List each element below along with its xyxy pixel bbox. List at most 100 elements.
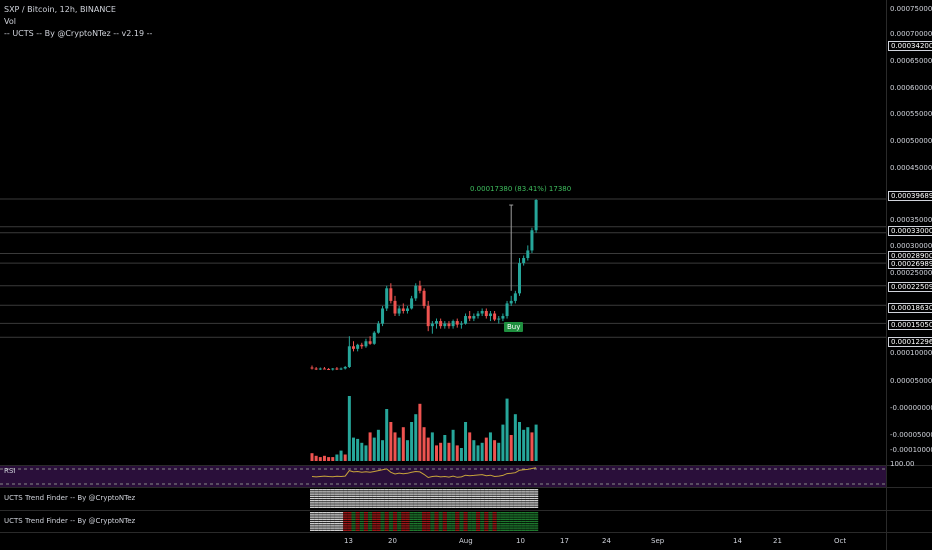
volume-bar: [381, 440, 385, 461]
trend-cell: [442, 514, 447, 516]
trend-cell: [376, 491, 381, 493]
ucts-indicator-label[interactable]: -- UCTS -- By @CryptoNTez -- v2.19 --: [4, 29, 153, 38]
trend-cell: [318, 514, 323, 516]
trend-cell: [471, 525, 476, 527]
trend-cell: [347, 518, 352, 520]
trend-cell: [372, 512, 377, 514]
trend-cell: [380, 523, 385, 525]
trend-cell: [380, 495, 385, 497]
trend-cell: [521, 506, 526, 508]
trend-cell: [384, 495, 389, 497]
trend-cell: [534, 529, 539, 531]
trend-cell: [529, 493, 535, 495]
price-level-badge: 0.00015050: [888, 320, 932, 330]
pane-separator[interactable]: [0, 532, 932, 533]
trend-cell: [451, 520, 456, 523]
trend-finder-label-2[interactable]: UCTS Trend Finder -- By @CryptoNTez: [4, 517, 136, 525]
trend-cell: [521, 504, 526, 506]
trend-cell: [451, 504, 456, 506]
trend-cell: [372, 529, 377, 531]
volume-bar: [372, 437, 376, 461]
trend-cell: [368, 502, 373, 504]
candle-body: [430, 323, 434, 327]
trend-cell: [521, 489, 526, 491]
trend-cell: [525, 489, 530, 491]
trend-cell: [363, 502, 369, 504]
trend-cell: [359, 514, 364, 516]
trend-cell: [509, 493, 514, 495]
trend-cell: [359, 512, 364, 514]
volume-bar: [418, 403, 422, 461]
trend-cell: [509, 529, 514, 531]
trend-cell: [521, 527, 526, 529]
trend-cell: [339, 518, 344, 520]
trend-cell: [314, 525, 319, 527]
candle-body: [443, 323, 447, 327]
candle-body: [447, 323, 451, 327]
trend-cell: [467, 489, 472, 491]
trend-cell: [438, 489, 443, 491]
trend-cell: [513, 504, 518, 506]
trend-cell: [409, 529, 414, 531]
trend-cell: [492, 491, 497, 493]
trend-cell: [409, 504, 414, 506]
time-tick-label: 17: [560, 537, 569, 545]
trend-cell: [405, 527, 410, 529]
trend-cell: [363, 529, 369, 531]
trend-cell: [517, 527, 522, 529]
trend-cell: [438, 516, 443, 518]
candle-body: [401, 308, 405, 311]
candle-body: [488, 313, 492, 317]
trend-cell: [517, 523, 522, 525]
candle-body: [372, 332, 376, 344]
trend-cell: [318, 506, 323, 508]
trend-cell: [401, 529, 406, 531]
symbol-title[interactable]: SXP / Bitcoin, 12h, BINANCE: [4, 5, 116, 14]
trend-cell: [505, 493, 510, 495]
trend-finder-label-1[interactable]: UCTS Trend Finder -- By @CryptoNTez: [4, 494, 136, 502]
pane-separator[interactable]: [0, 487, 932, 488]
trend-cell: [343, 500, 348, 502]
trend-finder-pane-1[interactable]: [0, 488, 886, 510]
volume-indicator-label[interactable]: Vol: [4, 17, 16, 26]
trend-cell: [397, 495, 402, 497]
pane-separator[interactable]: [0, 465, 932, 466]
trend-cell: [438, 523, 443, 525]
trend-cell: [509, 489, 514, 491]
trend-cell: [380, 506, 385, 508]
rsi-label[interactable]: RSI: [4, 467, 16, 475]
trend-cell: [496, 489, 501, 491]
trend-cell: [347, 525, 352, 527]
rsi-pane[interactable]: [0, 466, 886, 487]
trend-cell: [422, 518, 427, 520]
trend-cell: [322, 506, 327, 508]
trend-cell: [480, 506, 485, 508]
trend-cell: [476, 506, 481, 508]
trend-cell: [525, 520, 530, 523]
trend-cell: [492, 512, 497, 514]
trend-cell: [496, 495, 501, 497]
trend-cell: [426, 529, 431, 531]
price-chart[interactable]: [0, 0, 886, 465]
trend-cell: [459, 529, 464, 531]
trend-finder-pane-2[interactable]: [0, 511, 886, 532]
trend-cell: [529, 491, 535, 493]
trend-cell: [513, 518, 518, 520]
trend-cell: [326, 520, 331, 523]
price-axis[interactable]: [886, 0, 932, 550]
trend-cell: [363, 493, 369, 495]
trend-cell: [459, 489, 464, 491]
trend-cell: [534, 516, 539, 518]
trend-cell: [347, 527, 352, 529]
trend-cell: [372, 520, 377, 523]
trend-cell: [442, 506, 447, 508]
candle-body: [335, 368, 339, 370]
trend-cell: [509, 518, 514, 520]
trend-cell: [446, 520, 452, 523]
trend-cell: [442, 502, 447, 504]
pane-separator[interactable]: [0, 510, 932, 511]
trend-cell: [488, 495, 493, 497]
trend-cell: [476, 529, 481, 531]
trend-cell: [384, 504, 389, 506]
volume-bar: [464, 422, 468, 461]
